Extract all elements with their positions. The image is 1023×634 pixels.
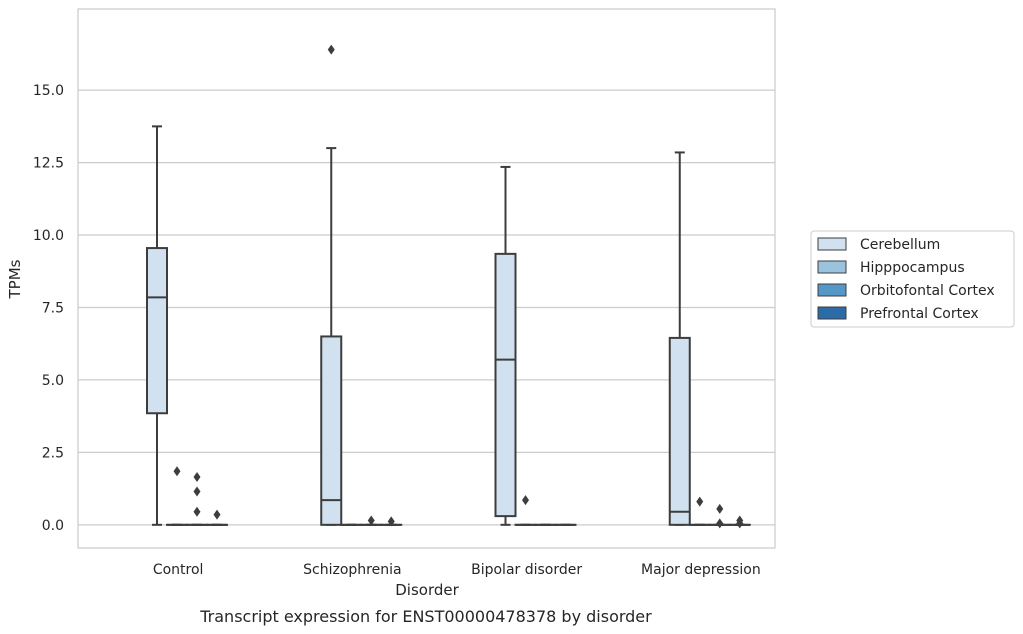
outlier-point <box>716 518 724 529</box>
x-axis-ticks: Control Schizophrenia Bipolar disorder Majo… <box>153 562 761 578</box>
box <box>494 252 517 518</box>
legend-label: Orbitofontal Cortex <box>860 283 995 299</box>
outlier-point <box>193 472 201 483</box>
legend-swatch <box>817 306 847 320</box>
outlier-point <box>367 515 375 526</box>
legend-item[interactable]: Cerebellum <box>817 237 940 253</box>
outlier-point <box>173 466 181 477</box>
grid-lines <box>78 89 775 526</box>
series-orbitofontal-cortex <box>186 472 731 529</box>
outlier-point <box>387 516 395 527</box>
outlier-point <box>327 44 335 55</box>
plot-area-frame <box>77 8 776 549</box>
series-hipppocampus <box>166 466 711 526</box>
box <box>320 335 343 526</box>
series-cerebellum <box>146 44 691 526</box>
chart-caption: Transcript expression for ENST0000047837… <box>199 607 652 626</box>
outlier-point <box>522 495 529 506</box>
legend[interactable]: Cerebellum Hipppocampus Orbitofontal Corte… <box>810 230 1015 328</box>
y-tick-label: 12.5 <box>33 156 64 172</box>
y-tick-label: 5.0 <box>42 373 64 389</box>
outlier-point <box>716 503 724 514</box>
outlier-point <box>193 486 201 497</box>
legend-swatch <box>817 260 847 274</box>
legend-frame <box>810 230 1015 328</box>
x-tick-label: Major depression <box>641 562 761 578</box>
y-tick-label: 15.0 <box>33 83 64 99</box>
legend-item[interactable]: Orbitofontal Cortex <box>817 283 995 299</box>
outlier-point <box>696 496 704 507</box>
box-series <box>146 44 751 529</box>
legend-swatch <box>817 283 847 297</box>
y-tick-label: 7.5 <box>42 300 64 316</box>
y-axis-ticks: 0.0 2.5 5.0 7.5 10.0 12.5 15.0 <box>33 83 64 534</box>
outlier-point <box>193 506 201 517</box>
legend-label: Prefrontal Cortex <box>860 306 979 322</box>
legend-label: Hipppocampus <box>860 260 965 276</box>
x-tick-label: Bipolar disorder <box>471 562 582 578</box>
y-tick-label: 2.5 <box>42 445 64 461</box>
y-axis-label: TPMs <box>6 259 24 299</box>
legend-label: Cerebellum <box>860 237 940 253</box>
x-tick-label: Schizophrenia <box>303 562 401 578</box>
outlier-point <box>213 509 221 520</box>
outlier-point <box>736 518 744 529</box>
legend-swatch <box>817 237 847 251</box>
y-tick-label: 0.0 <box>42 518 64 534</box>
y-tick-label: 10.0 <box>33 228 64 244</box>
x-tick-label: Control <box>153 562 204 578</box>
legend-item[interactable]: Hipppocampus <box>817 260 965 276</box>
box <box>146 247 168 415</box>
box <box>668 336 691 526</box>
series-prefrontal-cortex <box>206 509 751 529</box>
legend-item[interactable]: Prefrontal Cortex <box>817 306 979 322</box>
x-axis-label: Disorder <box>395 581 459 599</box>
